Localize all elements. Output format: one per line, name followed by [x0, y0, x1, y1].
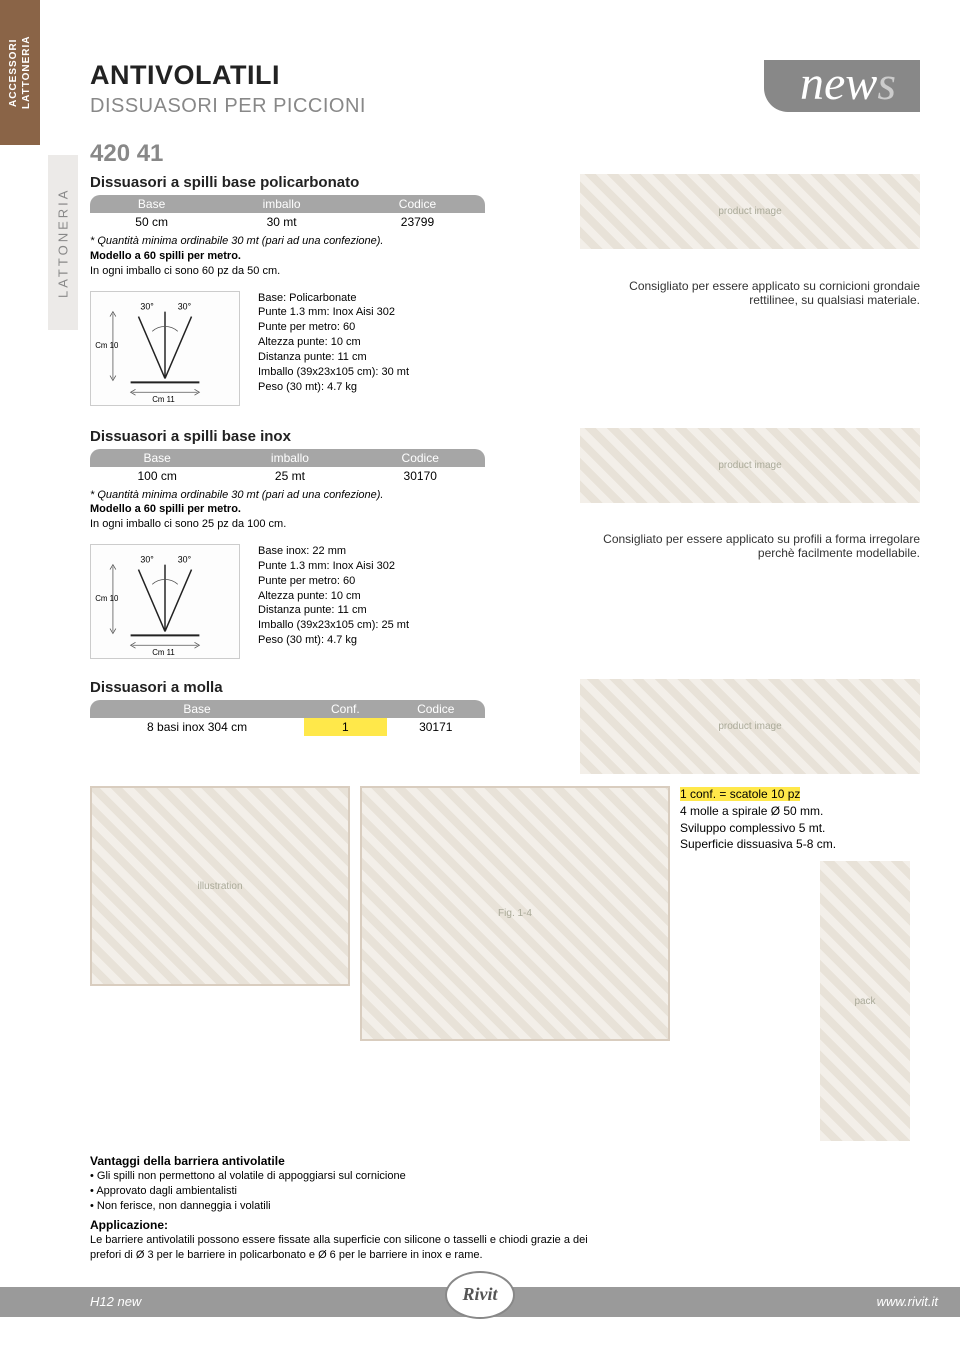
application-diagram-1: illustration: [90, 786, 350, 986]
product3-pack-image: pack: [820, 861, 910, 1141]
product2-specs: Base inox: 22 mm Punte 1.3 mm: Inox Aisi…: [258, 544, 409, 648]
product2-title: Dissuasori a spilli base inox: [90, 428, 570, 445]
svg-text:30°: 30°: [178, 555, 191, 565]
th: Codice: [350, 195, 485, 213]
th: Conf.: [304, 700, 386, 718]
td: 8 basi inox 304 cm: [90, 718, 304, 736]
td: 25 mt: [224, 467, 355, 485]
product1-image: product image: [580, 174, 920, 249]
td: 100 cm: [90, 467, 224, 485]
note-plain: In ogni imballo ci sono 60 pz da 50 cm.: [90, 264, 570, 279]
page-subtitle: DISSUASORI PER PICCIONI: [90, 95, 366, 118]
news-badge: news: [764, 60, 920, 112]
note-bold: Modello a 60 spilli per metro.: [90, 249, 570, 264]
td: 30171: [387, 718, 485, 736]
th: Base: [90, 700, 304, 718]
sidebar-tab-outer: ACCESSORI LATTONERIA: [0, 0, 40, 145]
svg-text:Cm 11: Cm 11: [152, 648, 175, 657]
application-diagram-2: Fig. 1-4: [360, 786, 670, 1041]
note-bold: Modello a 60 spilli per metro.: [90, 502, 570, 517]
th: imballo: [224, 449, 355, 467]
svg-text:30°: 30°: [140, 301, 153, 311]
product2-table: Base imballo Codice 100 cm 25 mt 30170: [90, 449, 485, 485]
svg-text:30°: 30°: [178, 301, 191, 311]
product3-image: product image: [580, 679, 920, 774]
product2-rightnote: Consigliato per essere applicato su prof…: [580, 532, 920, 560]
th: Codice: [387, 700, 485, 718]
product1-table: Base imballo Codice 50 cm 30 mt 23799: [90, 195, 485, 231]
svg-text:30°: 30°: [140, 555, 153, 565]
td: 23799: [350, 213, 485, 231]
note-plain: In ogni imballo ci sono 25 pz da 100 cm.: [90, 517, 570, 532]
product1-title: Dissuasori a spilli base policarbonato: [90, 174, 570, 191]
svg-text:Cm 10: Cm 10: [95, 594, 119, 603]
product-code: 420 41: [90, 140, 920, 168]
sidebar-tab-inner: LATTONERIA: [48, 155, 78, 330]
svg-text:Cm 10: Cm 10: [95, 341, 119, 350]
th: Base: [90, 195, 213, 213]
td: 50 cm: [90, 213, 213, 231]
th: Base: [90, 449, 224, 467]
product3-title: Dissuasori a molla: [90, 679, 570, 696]
note-italic: * Quantità minima ordinabile 30 mt (pari…: [90, 488, 570, 503]
svg-text:Cm 11: Cm 11: [152, 395, 175, 404]
td: 30170: [355, 467, 485, 485]
product2-image: product image: [580, 428, 920, 503]
td-highlight: 1: [304, 718, 386, 736]
product3-table: Base Conf. Codice 8 basi inox 304 cm 1 3…: [90, 700, 485, 736]
product1-specs: Base: Policarbonate Punte 1.3 mm: Inox A…: [258, 291, 409, 395]
product3-callout: 1 conf. = scatole 10 pz 4 molle a spiral…: [680, 786, 910, 853]
product1-rightnote: Consigliato per essere applicato su corn…: [580, 279, 920, 307]
brand-logo: Rivit: [445, 1271, 515, 1319]
advantages-block: Vantaggi della barriera antivolatile • G…: [90, 1153, 600, 1263]
spike-diagram: 30° 30° Cm 10: [90, 291, 240, 406]
td: 30 mt: [213, 213, 350, 231]
note-italic: * Quantità minima ordinabile 30 mt (pari…: [90, 234, 570, 249]
spike-diagram: 30° 30° Cm 10: [90, 544, 240, 659]
page-title: ANTIVOLATILI: [90, 60, 366, 91]
th: Codice: [355, 449, 485, 467]
th: imballo: [213, 195, 350, 213]
